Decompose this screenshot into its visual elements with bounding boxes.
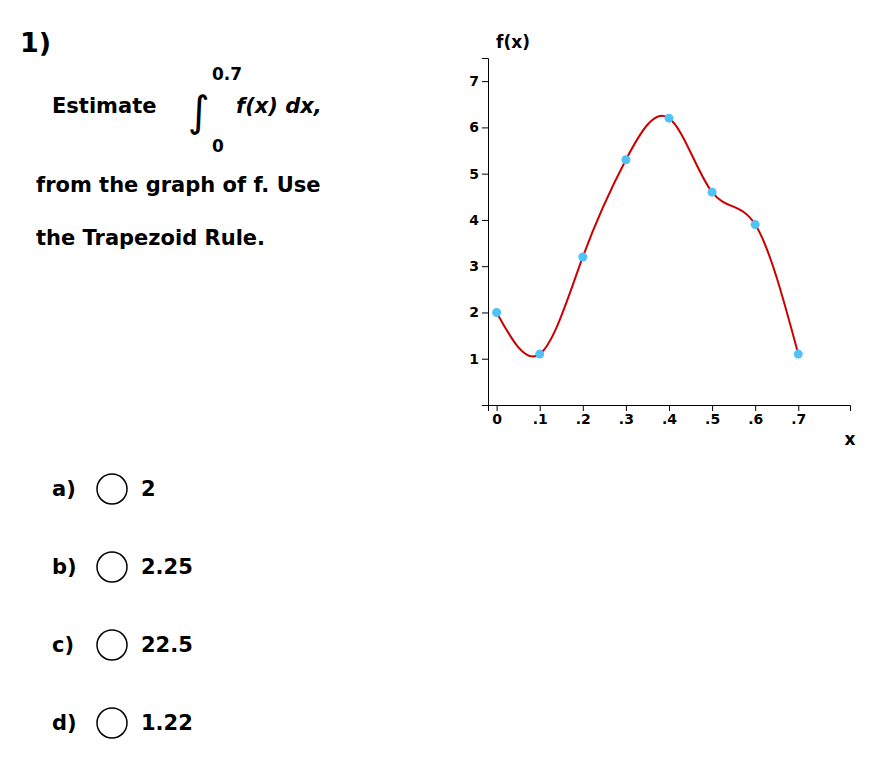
tick-label: .1 xyxy=(533,411,548,427)
tick-mark xyxy=(482,174,488,175)
question-text: from the graph of f. Use xyxy=(36,173,320,197)
tick-label: 3 xyxy=(469,258,479,274)
tick: 4 xyxy=(469,212,488,228)
page: 1)Estimate0.7∫0f(x) dx,from the graph of… xyxy=(0,0,884,776)
curve xyxy=(497,116,799,357)
tick-label: .5 xyxy=(705,411,720,427)
tick: .1 xyxy=(533,405,548,427)
integral-upper: 0.7 xyxy=(212,64,242,84)
point xyxy=(751,220,760,229)
tick-label: 0 xyxy=(492,411,502,427)
tick-mark xyxy=(482,81,488,82)
tick-label: .3 xyxy=(619,411,634,427)
question-text: Estimate xyxy=(52,94,156,118)
tick-label: 6 xyxy=(469,119,479,135)
point xyxy=(578,252,587,261)
tick: 2 xyxy=(469,304,488,320)
tick-label: .6 xyxy=(748,411,763,427)
tick-label: 7 xyxy=(469,73,479,89)
plot-area xyxy=(492,114,803,359)
choice-circle xyxy=(97,630,127,660)
choice-value: 22.5 xyxy=(141,633,193,657)
tick: 1 xyxy=(469,351,488,367)
point xyxy=(535,350,544,359)
tick-label: 5 xyxy=(469,166,479,182)
tick-mark xyxy=(482,359,488,360)
choice-letter: a) xyxy=(52,477,76,501)
y-axis: 1 2 3 4 5 6 7 xyxy=(469,59,488,406)
tick: 0 xyxy=(492,405,502,427)
integral-lower: 0 xyxy=(212,136,224,156)
choice-circle xyxy=(97,708,127,738)
choice-value: 2 xyxy=(141,477,156,501)
point xyxy=(665,114,674,123)
x-axis-label: x xyxy=(845,429,856,449)
tick-label: .7 xyxy=(791,411,806,427)
choice-value: 1.22 xyxy=(141,711,193,735)
tick: 3 xyxy=(469,258,488,274)
tick: .6 xyxy=(748,405,763,427)
tick-label: 1 xyxy=(469,351,479,367)
point xyxy=(621,155,630,164)
tick: .7 xyxy=(791,405,806,427)
tick-mark xyxy=(482,127,488,128)
tick-label: 4 xyxy=(469,212,479,228)
tick-label: 2 xyxy=(469,304,479,320)
choice-circle xyxy=(97,474,127,504)
title: 1) xyxy=(20,27,51,58)
tick: .4 xyxy=(662,405,677,427)
point xyxy=(708,188,717,197)
choice-letter: b) xyxy=(52,555,77,579)
tick-label: .2 xyxy=(576,411,591,427)
choice-letter: c) xyxy=(52,633,74,657)
integral-sign: ∫ xyxy=(188,87,210,136)
point xyxy=(794,350,803,359)
question-text: the Trapezoid Rule. xyxy=(36,226,265,250)
x-axis: 0 .1 .2 .3 .4 .5 .6 .7 xyxy=(489,405,851,427)
tick: 7 xyxy=(469,73,488,89)
tick-label: .4 xyxy=(662,411,677,427)
axis-line xyxy=(482,59,489,406)
tick: .5 xyxy=(705,405,720,427)
integrand: f(x) dx, xyxy=(236,94,322,118)
choice-value: 2.25 xyxy=(141,555,193,579)
tick-mark xyxy=(482,312,488,313)
tick: 6 xyxy=(469,119,488,135)
tick: 5 xyxy=(469,166,488,182)
y-axis-label: f(x) xyxy=(496,32,530,52)
point xyxy=(492,308,501,317)
tick: .3 xyxy=(619,405,634,427)
tick-mark xyxy=(482,220,488,221)
choice-circle xyxy=(97,552,127,582)
choice-letter: d) xyxy=(52,711,77,735)
tick-mark xyxy=(482,266,488,267)
tick: .2 xyxy=(576,405,591,427)
